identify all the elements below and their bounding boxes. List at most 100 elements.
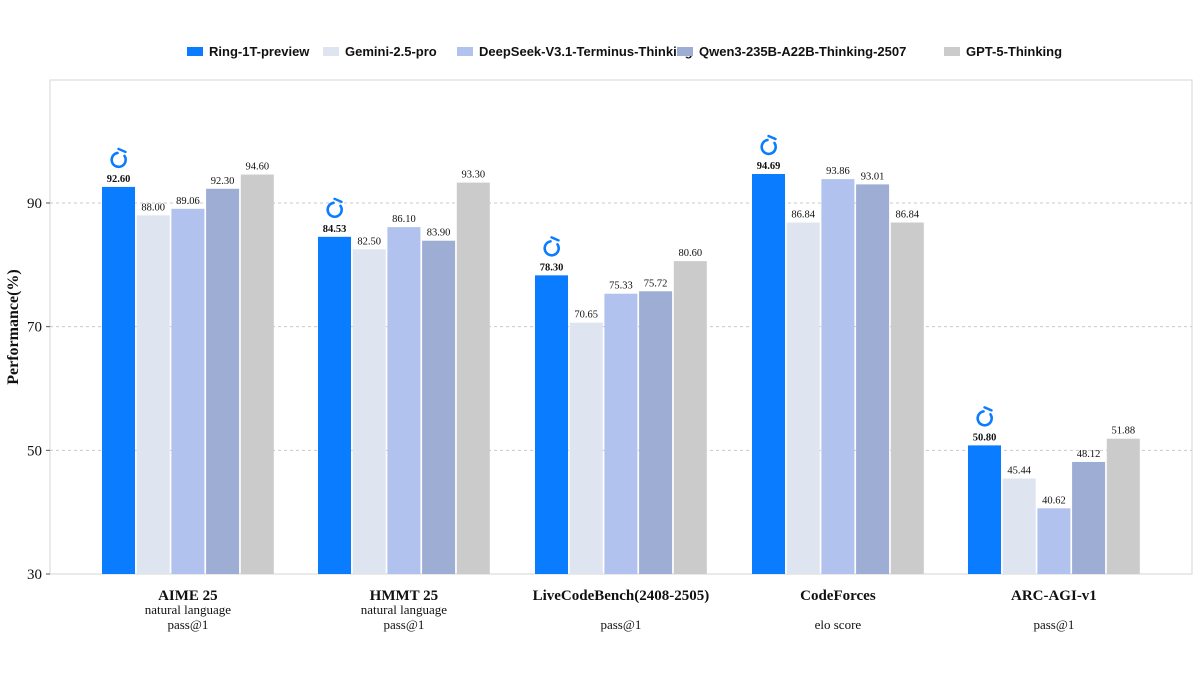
data-label: 93.01 [861, 171, 885, 182]
x-category-label: CodeForces [800, 588, 876, 604]
legend: Ring-1T-preview Gemini-2.5-pro DeepSeek-V3… [187, 44, 1062, 59]
data-label: 84.53 [323, 224, 347, 235]
bar [604, 293, 638, 574]
data-label: 75.72 [644, 278, 668, 289]
bar-group: 94.69 86.84 93.86 93.01 86.84 [752, 134, 924, 575]
bar [206, 188, 240, 575]
bar [422, 240, 456, 575]
y-axis-label: Performance(%) [5, 269, 22, 385]
y-axis: 30 50 70 90 [27, 196, 50, 583]
bar-group: 50.80 45.44 40.62 48.12 51.88 [968, 406, 1140, 574]
legend-item: Qwen3-235B-A22B-Thinking-2507 [677, 44, 906, 59]
x-category-sublabel: pass@1 [383, 617, 424, 632]
bar [136, 215, 170, 574]
data-label: 94.60 [245, 162, 269, 173]
bar [673, 261, 707, 574]
ring-logo-icon [110, 147, 127, 169]
bar [352, 249, 386, 574]
legend-swatch [677, 47, 693, 56]
legend-label: GPT-5-Thinking [966, 44, 1062, 59]
x-category-sublabel: pass@1 [600, 617, 641, 632]
y-tick-label: 90 [27, 196, 42, 212]
data-label: 78.30 [540, 262, 564, 273]
bar [318, 236, 351, 575]
data-label: 83.90 [427, 228, 451, 239]
bar [102, 186, 135, 574]
data-label: 86.84 [791, 210, 815, 221]
bar [786, 222, 820, 574]
data-label: 80.60 [678, 248, 702, 259]
y-tick-label: 50 [27, 443, 42, 459]
x-category-label: ARC-AGI-v1 [1011, 588, 1097, 604]
x-category-sublabel: natural language [361, 602, 447, 617]
legend-swatch [457, 47, 473, 56]
bar [968, 445, 1001, 574]
bar [821, 179, 855, 575]
x-category-label: HMMT 25 [370, 588, 438, 604]
bar [240, 174, 274, 574]
bars: 92.60 88.00 89.06 92.30 94.60 84.53 82.50 86.10… [102, 134, 1140, 575]
bar [890, 222, 924, 574]
legend-swatch [187, 47, 203, 56]
data-label: 82.50 [357, 236, 381, 247]
bar [535, 275, 568, 574]
data-label: 75.33 [609, 281, 633, 292]
x-category: LiveCodeBench(2408-2505) pass@1 [533, 588, 710, 632]
legend-item: GPT-5-Thinking [944, 44, 1062, 59]
legend-label: Ring-1T-preview [209, 44, 310, 59]
x-category-label: LiveCodeBench(2408-2505) [533, 588, 710, 604]
x-category-sublabel: natural language [145, 602, 231, 617]
ring-logo-icon [760, 134, 777, 156]
data-label: 93.86 [826, 166, 850, 177]
ring-logo-icon [543, 236, 560, 257]
bar [1072, 461, 1106, 574]
data-label: 93.30 [461, 170, 485, 181]
data-label: 86.84 [895, 210, 919, 221]
ring-logo-icon [976, 406, 993, 427]
bar [1037, 508, 1071, 574]
legend-label: Qwen3-235B-A22B-Thinking-2507 [699, 44, 906, 59]
data-label: 94.69 [757, 161, 781, 172]
data-label: 89.06 [176, 196, 200, 207]
legend-label: DeepSeek-V3.1-Terminus-Thinking [479, 44, 693, 59]
bar [456, 182, 490, 574]
bar [1106, 438, 1140, 574]
x-category-sublabel: pass@1 [1033, 617, 1074, 632]
data-label: 86.10 [392, 214, 416, 225]
data-label: 48.12 [1077, 449, 1101, 460]
data-label: 88.00 [141, 202, 165, 213]
bar [387, 227, 421, 575]
y-tick-label: 30 [27, 567, 42, 583]
legend-swatch [944, 47, 960, 56]
x-category-label: AIME 25 [158, 588, 218, 604]
legend-label: Gemini-2.5-pro [345, 44, 437, 59]
data-label: 50.80 [973, 432, 997, 443]
bar-group: 78.30 70.65 75.33 75.72 80.60 [535, 236, 707, 574]
data-label: 92.60 [107, 174, 131, 185]
bar [752, 174, 785, 574]
bar [171, 208, 205, 575]
data-label: 40.62 [1042, 495, 1066, 506]
bar-group: 92.60 88.00 89.06 92.30 94.60 [102, 147, 274, 575]
bar [639, 291, 673, 574]
bar [1002, 478, 1036, 574]
x-category-sublabel: elo score [815, 617, 862, 632]
bar-group: 84.53 82.50 86.10 83.90 93.30 [318, 170, 490, 575]
legend-item: Ring-1T-preview [187, 44, 310, 59]
x-category: ARC-AGI-v1 pass@1 [1011, 588, 1097, 632]
legend-swatch [323, 47, 339, 56]
y-tick-label: 70 [27, 320, 42, 336]
bar [856, 184, 890, 574]
data-label: 92.30 [211, 176, 235, 187]
ring-logo-icon [326, 197, 343, 219]
x-category-sublabel: pass@1 [167, 617, 208, 632]
bar [569, 322, 603, 574]
data-label: 45.44 [1007, 466, 1031, 477]
legend-item: DeepSeek-V3.1-Terminus-Thinking [457, 44, 693, 59]
data-label: 51.88 [1111, 426, 1135, 437]
data-label: 70.65 [574, 310, 598, 321]
